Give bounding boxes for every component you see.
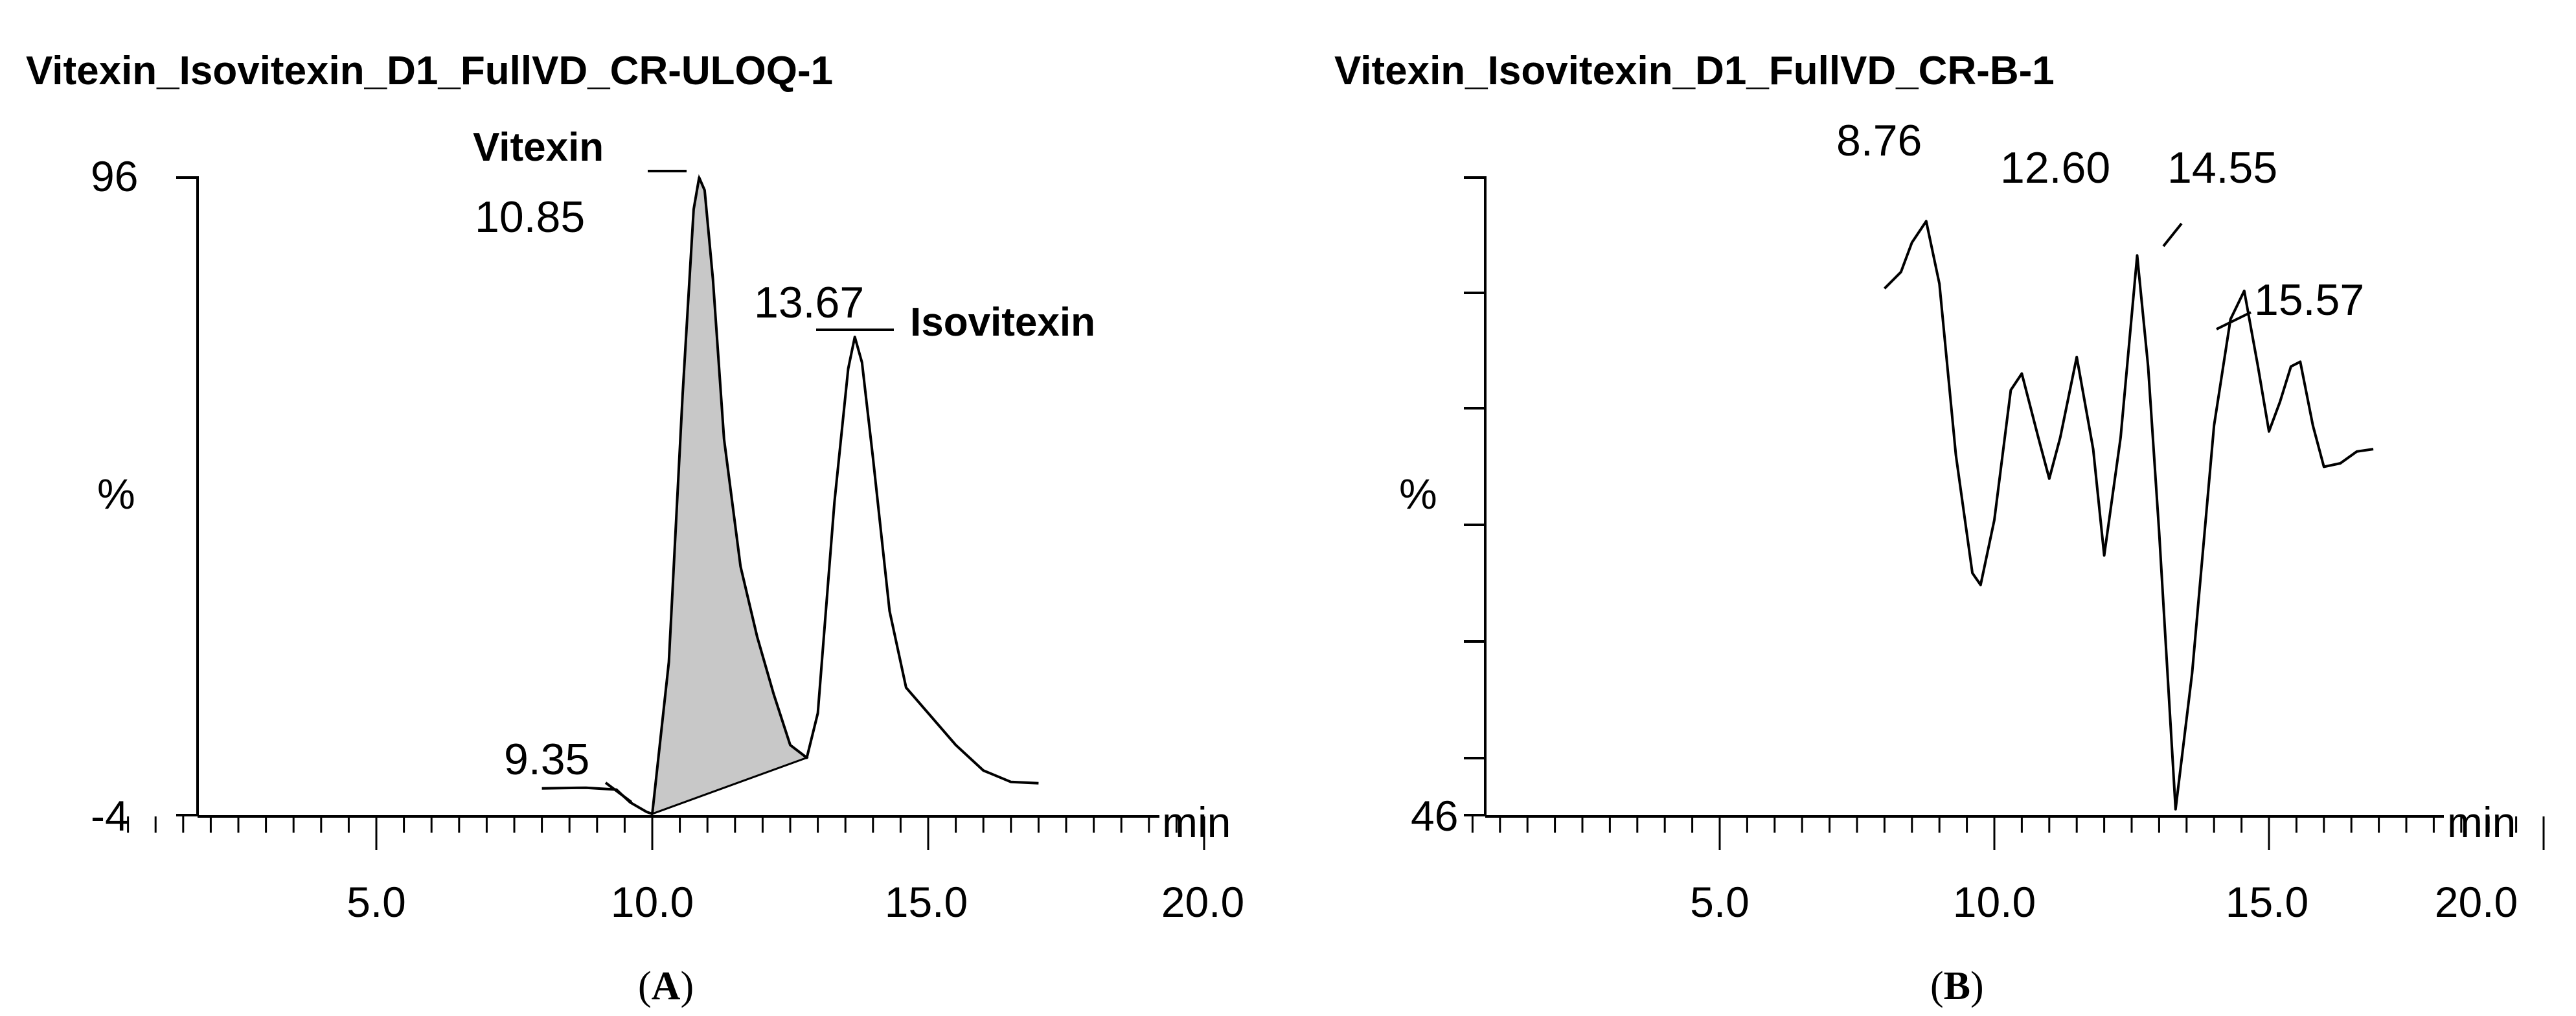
panel-a-x-tick-label-10: 10.0 xyxy=(611,878,694,926)
isovitexin-compound-label: Isovitexin xyxy=(910,300,1095,345)
panel-a-x-tick-label-15: 15.0 xyxy=(885,878,968,926)
panel-a-y-tick-label-top: 96 xyxy=(91,152,138,200)
vitexin-retention-time-label: 10.85 xyxy=(475,192,585,242)
panel-a-y-tick-label-bottom: -4 xyxy=(91,792,129,840)
panel-b-chart: Vitexin_Isovitexin_D1_FullVD_CR-B-1 46 %… xyxy=(1334,49,2545,1008)
peak-14-55-leader xyxy=(2162,222,2183,248)
panel-b-y-tick-label-bottom: 46 xyxy=(1411,792,1458,840)
panel-a-x-ticks xyxy=(127,816,1205,850)
panel-b-y-ticks xyxy=(1464,176,1485,816)
panel-b-x-axis-label: min xyxy=(2447,798,2516,846)
panel-b-x-tick-label-5: 5.0 xyxy=(1690,878,1750,926)
peak-8-76-label: 8.76 xyxy=(1836,116,1922,165)
panel-a-x-tick-label-20: 20.0 xyxy=(1161,878,1244,926)
panel-a-x-axis-label: min xyxy=(1162,798,1231,846)
panel-b-x-tick-label-10: 10.0 xyxy=(1953,878,2036,926)
peak-12-60-label: 12.60 xyxy=(2000,143,2110,192)
isovitexin-retention-time-label: 13.67 xyxy=(754,278,864,327)
peak-15-57-label: 15.57 xyxy=(2254,275,2364,325)
vitexin-integrated-peak-area xyxy=(651,174,809,816)
panel-b-x-ticks xyxy=(1471,816,2545,850)
panel-a-x-tick-label-5: 5.0 xyxy=(347,878,406,926)
panel-b-title: Vitexin_Isovitexin_D1_FullVD_CR-B-1 xyxy=(1334,49,2055,93)
panel-a-chart: Vitexin_Isovitexin_D1_FullVD_CR-ULOQ-1 9… xyxy=(26,49,1244,1008)
peak-15-57-leader xyxy=(2216,311,2251,330)
peak-9-35-label: 9.35 xyxy=(504,735,589,784)
panel-a-title: Vitexin_Isovitexin_D1_FullVD_CR-ULOQ-1 xyxy=(26,49,833,93)
panel-b-x-tick-label-20: 20.0 xyxy=(2435,878,2518,926)
vitexin-compound-label: Vitexin xyxy=(473,125,604,170)
panel-a-caption: (A) xyxy=(638,964,694,1008)
panel-a-chromatogram-trace xyxy=(541,176,1039,815)
panel-b-x-tick-label-15: 15.0 xyxy=(2226,878,2308,926)
peak-9-35-leader xyxy=(604,781,633,803)
panel-b-y-axis-label: % xyxy=(1399,470,1437,518)
panel-b-caption: (B) xyxy=(1930,964,1984,1008)
peak-14-55-label: 14.55 xyxy=(2167,143,2277,192)
panel-a-y-axis-label: % xyxy=(97,470,135,518)
panel-b-chromatogram-trace xyxy=(1883,220,2374,811)
